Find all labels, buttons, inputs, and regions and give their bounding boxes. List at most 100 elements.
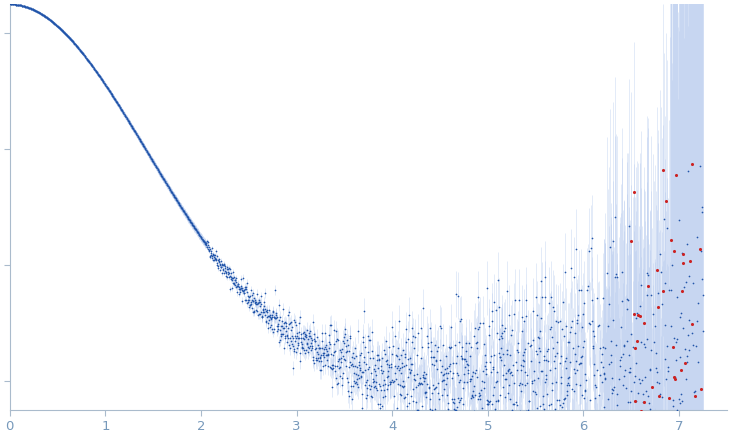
Point [29,7,41,14]
Point [601,270,613,277]
Point [667,397,679,404]
Point [565,324,577,331]
Point [191,228,202,235]
Point [371,387,383,394]
Point [483,399,495,406]
Point [424,405,436,412]
Point [245,301,257,308]
Point [282,325,294,332]
Point [207,251,219,258]
Point [137,142,149,149]
Point [618,373,630,380]
Point [225,274,237,281]
Point [36,10,48,17]
Point [486,308,498,315]
Point [229,277,240,284]
Point [235,285,246,292]
Point [45,17,57,24]
Point [543,300,555,307]
Point [111,100,123,107]
Point [338,356,350,363]
Point [557,400,569,407]
Point [84,59,96,66]
Point [346,395,358,402]
Point [264,324,276,331]
Point [308,359,319,366]
Point [627,427,639,434]
Point [597,364,609,371]
Point [98,79,110,86]
Point [256,309,268,316]
Point [633,416,645,423]
Point [658,288,670,295]
Point [280,323,292,329]
Point [520,408,532,415]
Point [28,7,39,14]
Point [621,296,632,303]
Point [148,160,160,167]
Point [201,237,213,244]
Point [178,208,190,215]
Point [404,311,415,318]
Point [362,348,374,355]
Point [202,241,214,248]
Point [146,156,158,163]
Point [220,268,232,275]
Point [121,115,133,122]
Point [234,286,246,293]
Point [317,338,328,345]
Point [191,227,202,234]
Point [498,410,510,417]
Point [43,16,55,23]
Point [368,383,379,390]
Point [404,369,415,376]
Point [485,398,496,405]
Point [433,420,445,427]
Point [406,361,417,368]
Point [507,326,518,333]
Point [252,300,264,307]
Point [204,245,216,252]
Point [30,7,42,14]
Point [358,358,370,365]
Point [300,347,311,354]
Point [226,274,238,281]
Point [511,367,523,374]
Point [426,389,438,396]
Point [352,383,364,390]
Point [487,366,499,373]
Point [343,364,355,371]
Point [178,207,189,214]
Point [50,22,62,29]
Point [83,58,95,65]
Point [458,355,470,362]
Point [326,365,338,372]
Point [283,341,295,348]
Point [133,135,145,142]
Point [346,361,357,368]
Point [272,323,284,330]
Point [382,361,393,368]
Point [311,350,323,357]
Point [271,314,283,321]
Point [692,300,704,307]
Point [602,396,614,403]
Point [465,375,477,382]
Point [249,308,260,315]
Point [675,313,686,320]
Point [427,409,439,416]
Point [450,406,462,413]
Point [320,352,332,359]
Point [10,1,22,8]
Point [346,361,358,368]
Point [629,345,641,352]
Point [549,353,561,360]
Point [390,351,402,358]
Point [411,416,423,423]
Point [461,348,472,355]
Point [340,362,352,369]
Point [689,412,700,419]
Point [95,75,107,82]
Point [314,354,326,361]
Point [86,62,97,69]
